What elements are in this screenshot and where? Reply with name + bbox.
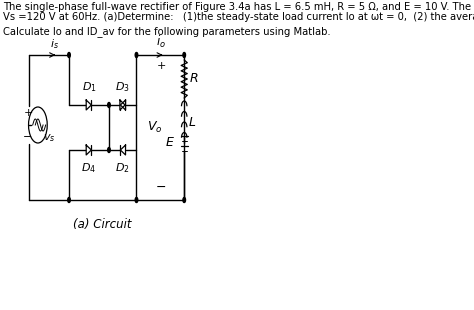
Polygon shape [120,100,125,110]
Circle shape [108,103,110,108]
Polygon shape [86,100,91,110]
Text: $i_o$: $i_o$ [156,34,166,50]
Circle shape [183,52,185,57]
Text: +: + [157,61,166,71]
Text: −: − [23,132,33,142]
Text: (a) Circuit: (a) Circuit [73,218,132,231]
Polygon shape [120,100,126,110]
Text: $V_o$: $V_o$ [147,120,163,135]
Circle shape [135,52,138,57]
Text: +: + [23,108,33,118]
Text: $v_s$: $v_s$ [43,132,55,144]
Text: Calculate Io and ID_av for the following parameters using Matlab.: Calculate Io and ID_av for the following… [2,26,330,37]
Text: $i_s$: $i_s$ [50,37,59,51]
Text: $R$: $R$ [189,73,199,86]
Circle shape [108,148,110,153]
Text: $L$: $L$ [188,116,197,129]
Polygon shape [86,145,91,155]
Text: $D_4$: $D_4$ [82,161,97,175]
Polygon shape [120,145,126,155]
Text: $E$: $E$ [165,135,175,148]
Text: $D_2$: $D_2$ [115,161,130,175]
Circle shape [183,197,185,202]
Text: Vs =120 V at 60Hz. (a)Determine:   (1)the steady-state load current Io at ωt = 0: Vs =120 V at 60Hz. (a)Determine: (1)the … [2,12,474,22]
Text: $D_1$: $D_1$ [82,80,96,94]
Circle shape [135,197,138,202]
Circle shape [68,52,70,57]
Circle shape [68,197,70,202]
Text: $D_3$: $D_3$ [115,80,130,94]
Text: −: − [156,181,167,194]
Text: The single-phase full-wave rectifier of Figure 3.4a has L = 6.5 mH, R = 5 Ω, and: The single-phase full-wave rectifier of … [2,2,474,12]
